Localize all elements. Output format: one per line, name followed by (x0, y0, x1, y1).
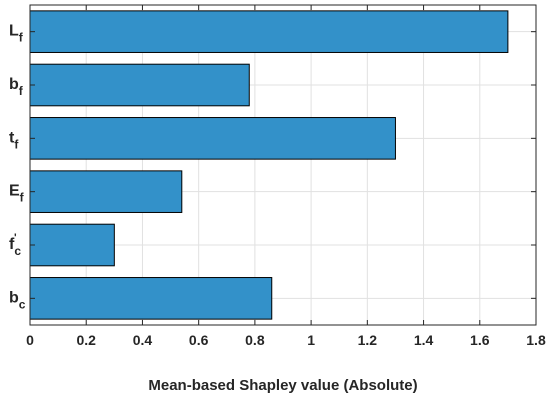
y-tick-label: bf (9, 76, 24, 98)
y-tick-label: bc (9, 289, 26, 311)
x-tick-label: 0.4 (133, 332, 153, 348)
bar-L-f (29, 10, 509, 53)
bar-E-f (29, 170, 183, 213)
bar-t-f (29, 117, 396, 160)
x-tick-label: 0.6 (189, 332, 209, 348)
bar-b-f (29, 63, 250, 107)
x-tick-label: 1.2 (358, 332, 378, 348)
y-tick-label: Lf (9, 23, 24, 45)
x-axis: 0 0.2 0.4 0.6 0.8 1 1.2 1.4 1.6 1.8 (26, 5, 546, 348)
x-tick-label: 0.8 (245, 332, 265, 348)
y-axis: Lf bf tf Ef fc' bc (9, 23, 536, 311)
x-tick-label: 1.4 (414, 332, 434, 348)
y-tick-label: fc' (9, 232, 21, 258)
grid (29, 5, 537, 325)
y-tick-label: Ef (9, 183, 25, 205)
x-tick-label: 0 (26, 332, 34, 348)
x-tick-label: 0.2 (76, 332, 96, 348)
bar-f-c (29, 223, 115, 267)
x-tick-label: 1 (307, 332, 315, 348)
bar-b-c (29, 277, 273, 320)
y-tick-label: tf (9, 129, 19, 151)
x-tick-label: 1.8 (526, 332, 546, 348)
bars (29, 10, 509, 320)
x-tick-label: 1.6 (470, 332, 490, 348)
x-axis-title: Mean-based Shapley value (Absolute) (148, 377, 417, 394)
plot-area-frame (29, 4, 537, 326)
